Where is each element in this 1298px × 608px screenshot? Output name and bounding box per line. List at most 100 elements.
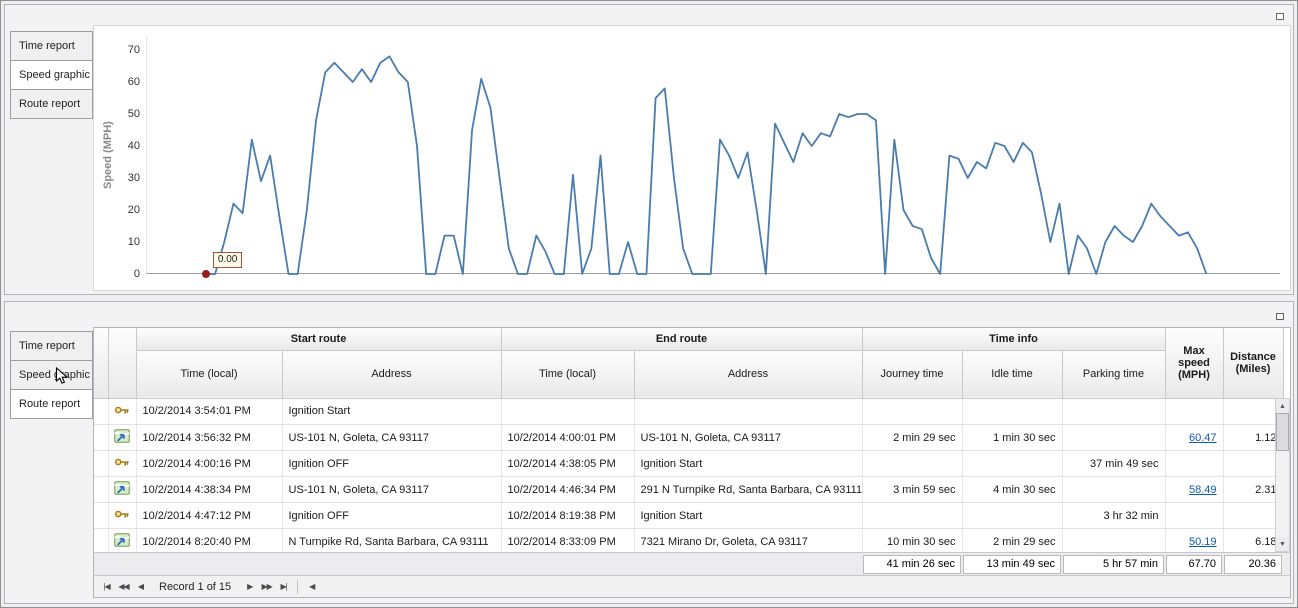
- group-header-end-route[interactable]: End route: [501, 328, 863, 351]
- table-row[interactable]: 10/2/2014 4:47:12 PM Ignition OFF 10/2/201…: [94, 502, 1284, 529]
- tab-speed-graphic[interactable]: Speed graphic: [10, 360, 93, 390]
- scrollbar-track[interactable]: [1276, 413, 1289, 537]
- cell-end-address: Ignition Start: [634, 502, 863, 529]
- table-row[interactable]: 10/2/2014 8:20:40 PM N Turnpike Rd, Santa…: [94, 528, 1284, 552]
- y-tick-label: 50: [127, 108, 140, 120]
- cell-idle-time: 2 min 29 sec: [962, 528, 1063, 552]
- key-icon: [108, 398, 137, 425]
- cell-end-time: 10/2/2014 4:38:05 PM: [501, 450, 635, 477]
- vertical-scrollbar[interactable]: ▲ ▼: [1275, 398, 1290, 552]
- cell-parking-time: [1062, 528, 1166, 552]
- column-header-max-speed[interactable]: Max speed (MPH): [1165, 328, 1224, 399]
- cell-idle-time: [962, 398, 1063, 425]
- bottom-tab-strip: Time report Speed graphic Route report: [5, 327, 93, 603]
- next-page-button[interactable]: ▶▶: [261, 582, 273, 591]
- summary-parking-time: 5 hr 57 min: [1063, 554, 1164, 574]
- table-row[interactable]: 10/2/2014 4:38:34 PM US-101 N, Goleta, CA…: [94, 476, 1284, 503]
- prev-record-button[interactable]: ◀: [137, 582, 144, 591]
- cell-journey-time: [862, 450, 963, 477]
- tab-route-report[interactable]: Route report: [10, 89, 93, 119]
- cell-start-address: US-101 N, Goleta, CA 93117: [282, 424, 502, 451]
- column-header-distance[interactable]: Distance (Miles): [1223, 328, 1284, 399]
- cell-distance: 6.18: [1223, 528, 1284, 552]
- row-indicator-cell: [94, 528, 109, 552]
- cell-parking-time: [1062, 398, 1166, 425]
- cell-end-time: 10/2/2014 4:00:01 PM: [501, 424, 635, 451]
- scrollbar-thumb[interactable]: [1276, 413, 1289, 451]
- cell-start-address: Ignition OFF: [282, 450, 502, 477]
- pager-separator: [297, 579, 299, 594]
- column-header-idle-time[interactable]: Idle time: [962, 350, 1063, 399]
- cell-end-time: 10/2/2014 8:19:38 PM: [501, 502, 635, 529]
- summary-journey-time: 41 min 26 sec: [863, 554, 961, 574]
- scroll-down-button[interactable]: ▼: [1276, 537, 1289, 551]
- cell-end-address: US-101 N, Goleta, CA 93117: [634, 424, 863, 451]
- tab-label: Time report: [19, 40, 75, 52]
- last-record-button[interactable]: ▶|: [280, 582, 288, 591]
- cell-end-address: 291 N Turnpike Rd, Santa Barbara, CA 931…: [634, 476, 863, 503]
- cell-start-time: 10/2/2014 4:00:16 PM: [136, 450, 283, 477]
- table-row[interactable]: 10/2/2014 4:00:16 PM Ignition OFF 10/2/201…: [94, 450, 1284, 477]
- cell-start-time: 10/2/2014 4:47:12 PM: [136, 502, 283, 529]
- cell-end-address: [634, 398, 863, 425]
- table-row[interactable]: 10/2/2014 3:56:32 PM US-101 N, Goleta, CA…: [94, 424, 1284, 451]
- cell-max-speed: 58.49: [1165, 476, 1224, 503]
- prev-page-button[interactable]: ◀◀: [118, 582, 129, 591]
- cell-journey-time: 3 min 59 sec: [862, 476, 963, 503]
- tab-time-report[interactable]: Time report: [10, 331, 93, 361]
- max-speed-link[interactable]: 58.49: [1188, 483, 1217, 496]
- route-grid: Start route End route Time info Max spee…: [93, 327, 1291, 598]
- tab-route-report[interactable]: Route report: [10, 389, 93, 419]
- row-indicator-cell: [94, 450, 109, 477]
- cell-start-address: US-101 N, Goleta, CA 93117: [282, 476, 502, 503]
- bottom-panel-body: Time report Speed graphic Route report: [5, 327, 1293, 603]
- key-icon: [108, 450, 137, 477]
- column-header-start-time[interactable]: Time (local): [136, 350, 283, 399]
- speed-chart: Speed (MPH) 0 10 20 30 40 50 60 70 0.00: [93, 25, 1291, 291]
- column-header-end-address[interactable]: Address: [634, 350, 863, 399]
- collapse-bottom-panel-button[interactable]: [1273, 310, 1287, 323]
- tab-speed-graphic[interactable]: Speed graphic: [10, 60, 93, 90]
- cell-max-speed: 50.19: [1165, 528, 1224, 552]
- cell-end-time: [501, 398, 635, 425]
- column-header-end-time[interactable]: Time (local): [501, 350, 635, 399]
- record-navigator: |◀ ◀◀ ◀ Record 1 of 15 ▶ ▶▶ ▶| ◀: [94, 575, 1290, 597]
- first-record-button[interactable]: |◀: [103, 582, 110, 591]
- column-header-parking-time[interactable]: Parking time: [1062, 350, 1166, 399]
- row-indicator-cell: [94, 502, 109, 529]
- collapse-top-panel-button[interactable]: [1273, 10, 1287, 23]
- tab-label: Route report: [19, 398, 81, 410]
- cell-parking-time: 37 min 49 sec: [1062, 450, 1166, 477]
- row-indicator-cell: [94, 398, 109, 425]
- max-speed-link[interactable]: 60.47: [1188, 431, 1217, 444]
- hscroll-left-button[interactable]: ◀: [309, 582, 315, 591]
- tab-time-report[interactable]: Time report: [10, 31, 93, 61]
- column-header-journey-time[interactable]: Journey time: [862, 350, 963, 399]
- y-tick-label: 40: [127, 140, 140, 152]
- row-icon-header: [108, 328, 137, 399]
- y-tick-label: 20: [127, 204, 140, 216]
- chart-start-marker: [201, 270, 210, 278]
- summary-row: 41 min 26 sec 13 min 49 sec 5 hr 57 min …: [94, 552, 1290, 575]
- collapse-icon: [1276, 13, 1284, 20]
- tab-label: Route report: [19, 98, 81, 110]
- column-header-start-address[interactable]: Address: [282, 350, 502, 399]
- key-icon: [108, 502, 137, 529]
- cell-distance: 2.31: [1223, 476, 1284, 503]
- cell-idle-time: 1 min 30 sec: [962, 424, 1063, 451]
- collapse-icon: [1276, 312, 1284, 320]
- bottom-panel-header: [5, 302, 1293, 327]
- chart-y-ticks: 0 10 20 30 40 50 60 70: [116, 36, 146, 280]
- table-rows-viewport: 10/2/2014 3:54:01 PM Ignition Start 10/2/…: [94, 398, 1290, 552]
- route-icon: [108, 476, 137, 503]
- record-count-label: Record 1 of 15: [159, 580, 232, 593]
- group-header-start-route[interactable]: Start route: [136, 328, 502, 351]
- max-speed-link[interactable]: 50.19: [1188, 535, 1217, 548]
- scroll-up-button[interactable]: ▲: [1276, 399, 1289, 413]
- table-row[interactable]: 10/2/2014 3:54:01 PM Ignition Start: [94, 398, 1284, 425]
- chart-plot-area[interactable]: 0.00: [146, 36, 1280, 278]
- next-record-button[interactable]: ▶: [247, 582, 253, 591]
- group-header-time-info[interactable]: Time info: [862, 328, 1166, 351]
- tab-label: Time report: [19, 340, 75, 352]
